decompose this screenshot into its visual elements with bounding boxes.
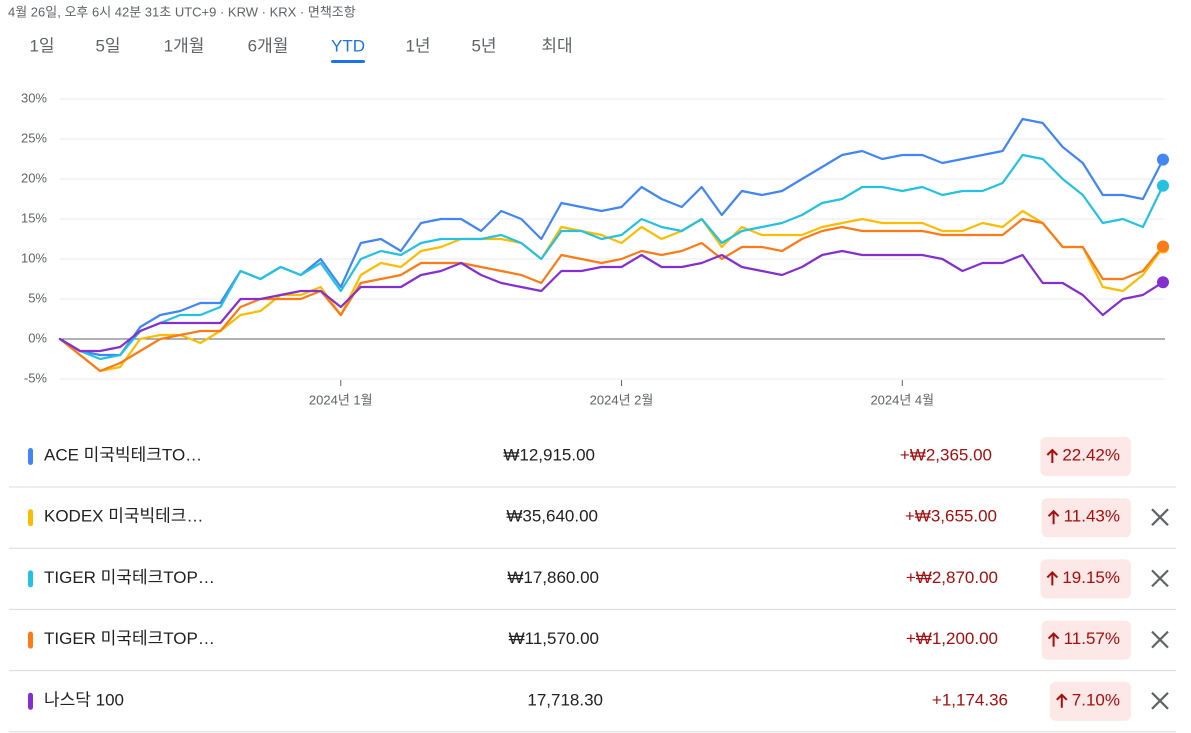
x-tick-label: 2024년 4월: [870, 392, 934, 407]
series-line: [58, 217, 1165, 373]
series-line: [58, 249, 1165, 353]
percent-change: 19.15%: [1062, 568, 1120, 587]
x-tick-label: 2024년 2월: [590, 392, 654, 407]
remove-button[interactable]: [1151, 692, 1169, 710]
series-color-key: [28, 448, 33, 465]
series-name: TIGER 미국테크TOP…: [44, 629, 215, 648]
change: +₩3,655.00: [905, 507, 997, 526]
series-line: [58, 209, 1165, 373]
range-tab[interactable]: 6개월: [248, 36, 289, 55]
series-name: ACE 미국빅테크TO…: [44, 445, 202, 464]
active-tab-indicator: [331, 60, 365, 63]
y-tick-label: -5%: [24, 370, 48, 385]
y-tick-label: 10%: [21, 250, 47, 265]
badge-background: [1040, 559, 1131, 599]
range-tab[interactable]: 최대: [541, 36, 572, 55]
y-tick-label: 20%: [21, 170, 47, 185]
end-point: [1157, 240, 1169, 253]
remove-button[interactable]: [1151, 569, 1169, 588]
change: +₩2,365.00: [900, 445, 992, 464]
series-name: KODEX 미국빅테크…: [44, 507, 203, 526]
range-tab[interactable]: 1년: [405, 36, 430, 55]
series-color-key: [28, 509, 33, 527]
change-badge: 11.57%: [1041, 620, 1131, 660]
percent-change: 11.43%: [1064, 507, 1120, 526]
y-tick-label: 5%: [28, 290, 47, 305]
up-arrow-icon: [1047, 509, 1060, 525]
percent-change: 7.10%: [1072, 690, 1120, 709]
range-tab[interactable]: 1개월: [164, 36, 205, 55]
end-point: [1157, 276, 1169, 289]
badge-background: [1040, 437, 1131, 476]
price: ₩11,570.00: [509, 629, 599, 648]
x-tick-label: 2024년 1월: [309, 392, 373, 407]
range-tab[interactable]: 5년: [471, 36, 496, 55]
series-color-key: [28, 570, 33, 588]
percent-change: 11.57%: [1064, 629, 1120, 648]
series-color-key: [28, 631, 33, 649]
badge-background: [1041, 498, 1131, 538]
header-info: 4월 26일, 오후 6시 42분 31초 UTC+9 · KRW · KRX …: [8, 4, 356, 19]
range-tab[interactable]: 1일: [29, 36, 54, 55]
series-line: [58, 153, 1165, 361]
range-tab[interactable]: YTD: [331, 36, 365, 55]
percent-change: 22.42%: [1062, 445, 1120, 464]
badge-background: [1041, 620, 1131, 660]
price: ₩35,640.00: [506, 507, 598, 526]
change-badge: 11.43%: [1041, 498, 1131, 538]
change-badge: 22.42%: [1040, 437, 1131, 476]
y-tick-label: 25%: [21, 130, 47, 145]
up-arrow-icon: [1056, 693, 1068, 708]
price: ₩17,860.00: [507, 568, 599, 587]
price: 17,718.30: [527, 690, 603, 709]
series-name: TIGER 미국테크TOP…: [44, 568, 215, 587]
up-arrow-icon: [1047, 632, 1060, 647]
change: +₩1,200.00: [906, 629, 998, 648]
change-badge: 19.15%: [1040, 559, 1131, 599]
badge-background: [1049, 681, 1131, 721]
change: +1,174.36: [932, 690, 1008, 709]
series-name: 나스닥 100: [44, 690, 124, 709]
end-point: [1157, 179, 1169, 192]
change-badge: 7.10%: [1049, 681, 1131, 721]
up-arrow-icon: [1046, 448, 1059, 463]
end-point: [1157, 153, 1169, 166]
price: ₩12,915.00: [503, 445, 595, 464]
series-color-key: [28, 692, 33, 710]
y-tick-label: 15%: [21, 210, 47, 225]
y-tick-label: 30%: [21, 90, 47, 105]
y-tick-label: 0%: [28, 330, 47, 345]
remove-button[interactable]: [1151, 508, 1169, 526]
change: +₩2,870.00: [906, 568, 998, 587]
remove-button[interactable]: [1151, 630, 1169, 649]
up-arrow-icon: [1046, 570, 1059, 586]
range-tab[interactable]: 5일: [95, 36, 120, 55]
